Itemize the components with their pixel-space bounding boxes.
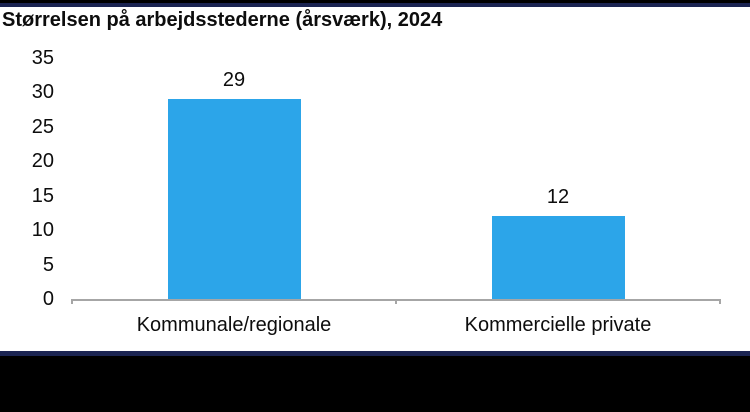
bar-1 xyxy=(491,216,625,299)
x-axis-category-label: Kommunale/regionale xyxy=(136,314,332,336)
y-tick-label: 5 xyxy=(42,253,54,276)
x-axis-labels: Kommunale/regionale Kommercielle private xyxy=(72,312,720,338)
x-axis-category-label: Kommercielle private xyxy=(464,314,652,336)
bottom-border xyxy=(0,356,750,412)
x-axis-tick xyxy=(71,299,73,304)
y-tick-label: 30 xyxy=(31,81,54,104)
y-tick-label: 20 xyxy=(31,150,54,173)
x-axis-tick xyxy=(719,299,721,304)
y-axis-labels: 0 5 10 15 20 25 30 35 xyxy=(0,7,54,351)
y-tick-label: 10 xyxy=(31,219,54,242)
chart-title: Størrelsen på arbejdsstederne (årsværk),… xyxy=(2,9,443,31)
bottom-accent-line xyxy=(0,351,750,356)
bar-chart: 0 5 10 15 20 25 30 35 29 12 Kommunale/regionale K… xyxy=(0,7,750,351)
bar-value-label: 12 xyxy=(546,186,570,209)
top-accent-line xyxy=(0,3,750,7)
chart-panel: Størrelsen på arbejdsstederne (årsværk),… xyxy=(0,7,750,351)
bar-value-label: 29 xyxy=(222,69,246,92)
y-tick-label: 15 xyxy=(31,184,54,207)
y-tick-label: 35 xyxy=(31,47,54,69)
y-tick-label: 0 xyxy=(42,288,54,310)
top-border xyxy=(0,0,750,3)
x-axis-tick xyxy=(395,299,397,304)
y-tick-label: 25 xyxy=(31,115,54,138)
bar-0 xyxy=(167,99,301,299)
plot-area: 29 12 xyxy=(71,58,721,304)
